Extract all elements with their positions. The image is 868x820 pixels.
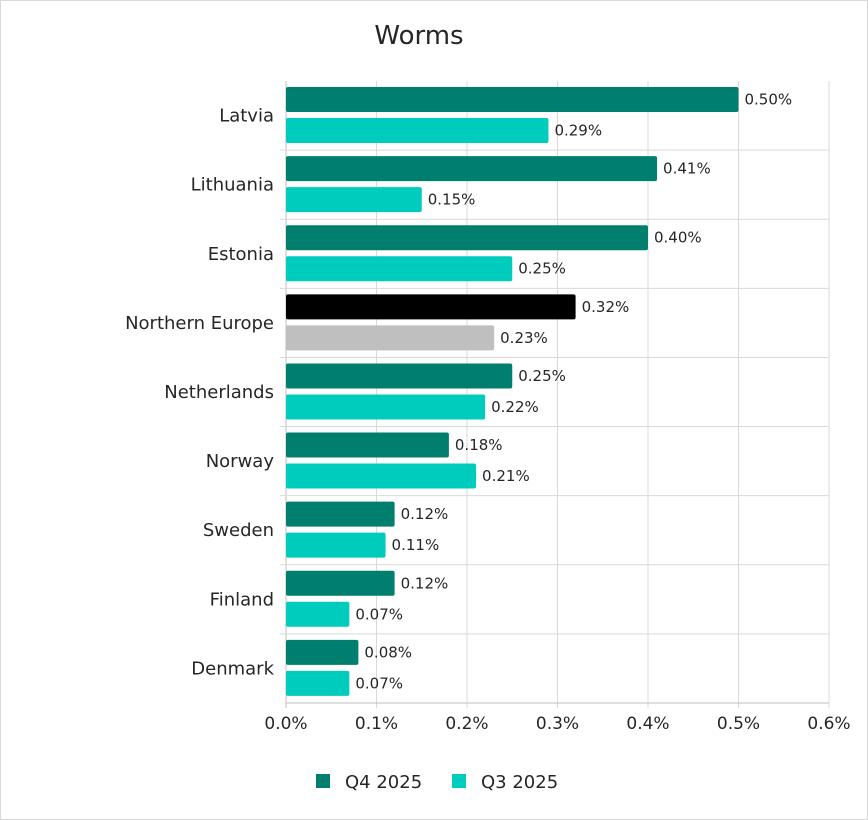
data-label: 0.40% — [654, 229, 702, 247]
data-label: 0.22% — [491, 398, 539, 416]
data-label: 0.21% — [482, 467, 530, 485]
bar — [286, 394, 486, 420]
legend-label-q4: Q4 2025 — [345, 772, 422, 793]
category-label: Finland — [210, 589, 274, 610]
category-label: Netherlands — [164, 382, 274, 403]
category-label: Sweden — [203, 520, 274, 541]
legend-swatch-q3 — [452, 774, 466, 788]
x-tick-label: 0.1% — [355, 714, 398, 734]
bar — [286, 363, 513, 389]
category-label: Latvia — [219, 106, 274, 127]
legend-label-q3: Q3 2025 — [481, 772, 558, 793]
bar — [286, 601, 350, 627]
category-label: Estonia — [208, 244, 274, 265]
data-label: 0.12% — [401, 574, 449, 592]
data-label: 0.23% — [500, 329, 548, 347]
bars — [286, 87, 739, 696]
x-tick-label: 0.6% — [807, 714, 850, 734]
grid — [280, 81, 830, 708]
data-label: 0.08% — [364, 643, 412, 661]
category-label: Northern Europe — [125, 313, 274, 334]
category-label: Norway — [206, 451, 275, 472]
bar — [286, 156, 658, 182]
data-label: 0.15% — [428, 191, 476, 209]
bar — [286, 570, 395, 596]
bar — [286, 432, 449, 458]
bar — [286, 256, 513, 282]
bar — [286, 532, 386, 558]
bar — [286, 463, 477, 489]
data-label: 0.50% — [745, 91, 793, 109]
category-label: Lithuania — [191, 175, 274, 196]
legend: Q4 2025 Q3 2025 — [316, 772, 558, 793]
data-label: 0.12% — [401, 505, 449, 523]
data-label: 0.41% — [663, 160, 711, 178]
bar — [286, 325, 495, 351]
bar — [286, 501, 395, 527]
data-label: 0.25% — [518, 260, 566, 278]
bar — [286, 294, 576, 320]
data-label: 0.25% — [518, 367, 566, 385]
bar — [286, 87, 739, 112]
value-labels: 0.50% 0.29% 0.41% 0.15% 0.40% 0.25% 0.32% 0.23%… — [355, 91, 792, 693]
data-label: 0.07% — [355, 674, 403, 692]
data-label: 0.18% — [455, 436, 503, 454]
legend-swatch-q4 — [316, 774, 330, 788]
x-tick-label: 0.5% — [717, 714, 760, 734]
data-label: 0.32% — [582, 298, 630, 316]
x-tick-label: 0.3% — [536, 714, 579, 734]
category-label: Denmark — [191, 658, 274, 679]
data-label: 0.07% — [355, 605, 403, 623]
x-tick-label: 0.0% — [264, 714, 307, 734]
bar — [286, 639, 359, 665]
x-tick-labels: 0.0% 0.1% 0.2% 0.3% 0.4% 0.5% 0.6% — [264, 714, 850, 734]
chart-title: Worms — [374, 21, 463, 51]
x-tick-label: 0.4% — [626, 714, 669, 734]
data-label: 0.11% — [392, 536, 440, 554]
bar — [286, 670, 350, 696]
data-label: 0.29% — [554, 122, 602, 140]
category-labels: Latvia Lithuania Estonia Northern Europe Net… — [125, 106, 275, 680]
x-tick-label: 0.2% — [445, 714, 488, 734]
bar — [286, 225, 648, 251]
bar — [286, 187, 422, 213]
bar — [286, 118, 549, 143]
